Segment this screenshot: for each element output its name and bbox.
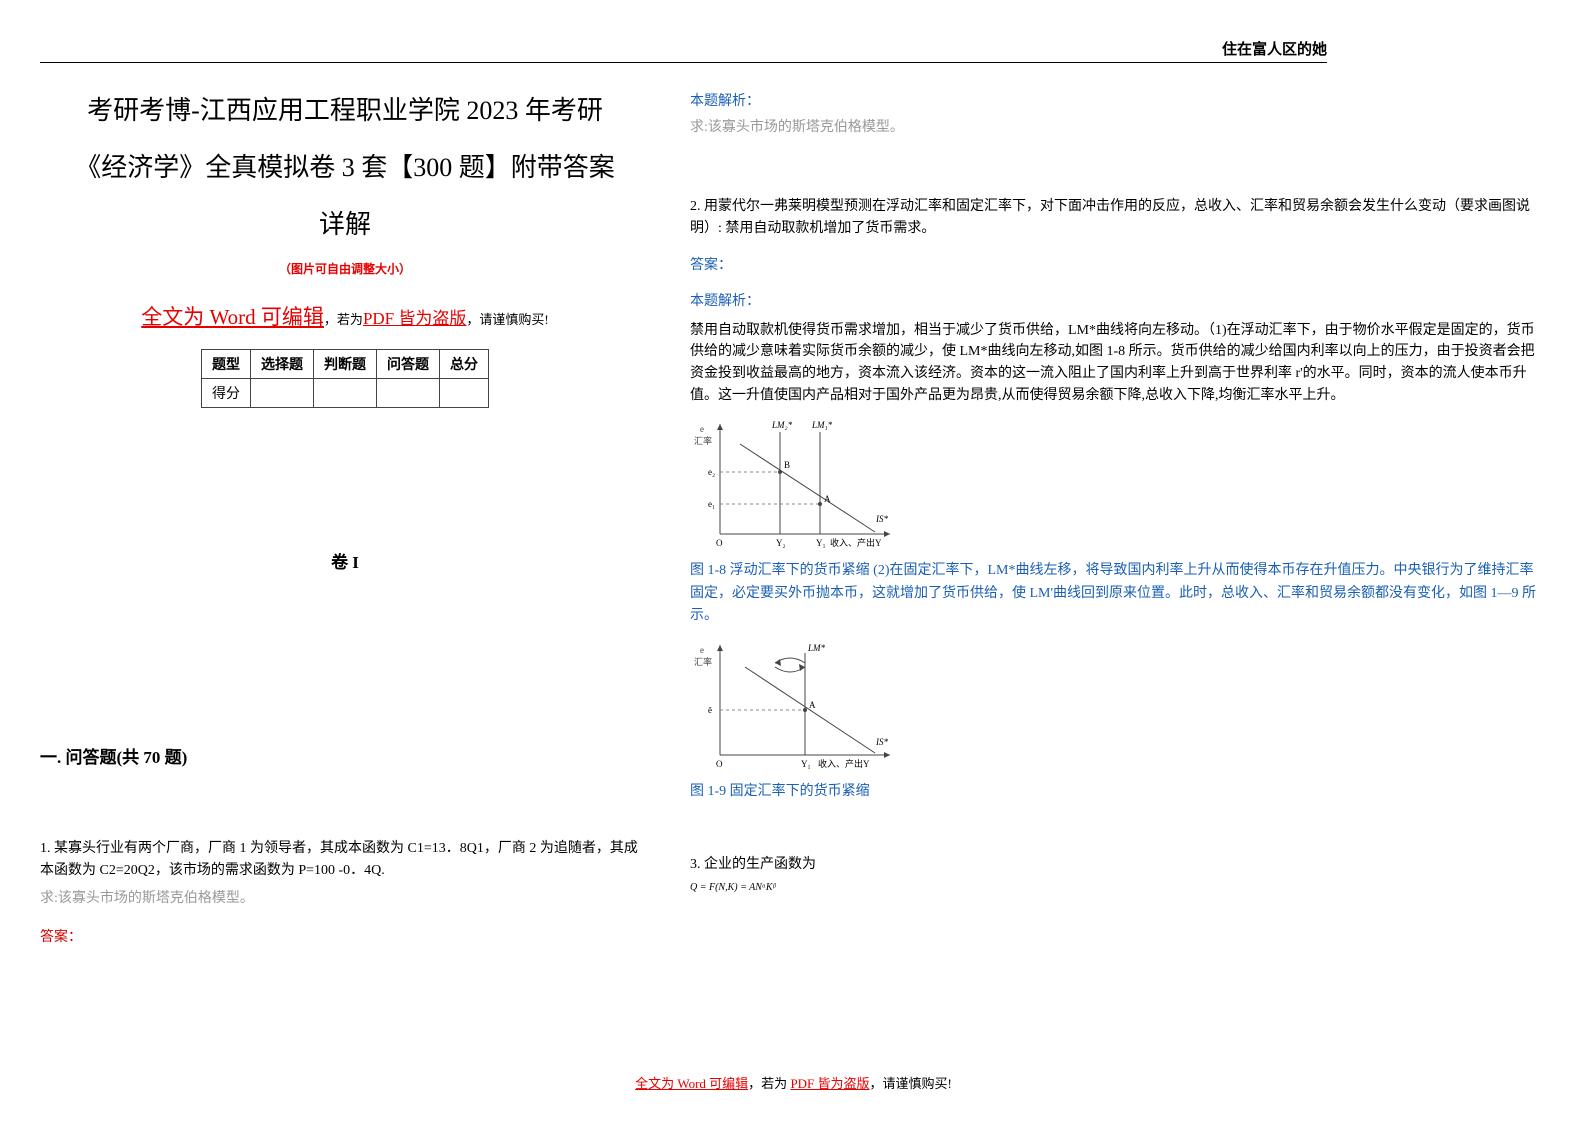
title-line3: 详解	[40, 196, 650, 253]
editable-part1: 全文为 Word 可编辑	[141, 305, 324, 329]
th-judge: 判断题	[314, 349, 377, 378]
svg-text:LM₂*: LM₂*	[771, 420, 793, 430]
svg-text:Y₁: Y₁	[816, 538, 826, 548]
q1-parse-text: 求:该寡头市场的斯塔克伯格模型。	[690, 116, 1547, 136]
svg-text:A: A	[824, 494, 831, 504]
q1-text: 1. 某寡头行业有两个厂商，厂商 1 为领导者，其成本函数为 C1=13．8Q1…	[40, 838, 650, 883]
section-1-heading: 一. 问答题(共 70 题)	[40, 743, 650, 768]
right-column: 本题解析： 求:该寡头市场的斯塔克伯格模型。 2. 用蒙代尔一弗莱明模型预测在浮…	[680, 62, 1547, 1062]
editable-part2: ，若为	[324, 312, 363, 327]
q3-formula: Q = F(N,K) = ANᵅKᵝ	[690, 880, 1547, 896]
q1-answer-label: 答案：	[40, 927, 650, 949]
svg-text:O: O	[716, 759, 723, 769]
question-2: 2. 用蒙代尔一弗莱明模型预测在浮动汇率和固定汇率下，对下面冲击作用的反应，总收…	[690, 196, 1547, 804]
th-qa: 问答题	[377, 349, 440, 378]
svg-text:Y₁: Y₁	[801, 759, 811, 769]
fig1-caption: 图 1-8 浮动汇率下的货币紧缩 (2)在固定汇率下，LM*曲线左移，将导致国内…	[690, 560, 1547, 627]
q3-text: 3. 企业的生产函数为	[690, 854, 1547, 876]
juan-label: 卷 I	[40, 548, 650, 573]
title-line1: 考研考博-江西应用工程职业学院 2023 年考研	[40, 82, 650, 139]
table-header-row: 题型 选择题 判断题 问答题 总分	[202, 349, 489, 378]
svg-text:e₂: e₂	[708, 467, 715, 477]
th-choice: 选择题	[251, 349, 314, 378]
title-line2: 《经济学》全真模拟卷 3 套【300 题】附带答案	[40, 139, 650, 196]
svg-text:汇率: 汇率	[694, 435, 712, 446]
svg-text:O: O	[716, 538, 723, 548]
svg-text:e₁: e₁	[708, 499, 715, 509]
footer-part1: 全文为 Word 可编辑	[635, 1076, 748, 1091]
header-owner: 住在富人区的她	[1222, 38, 1327, 59]
footer-part4: ，请谨慎购买!	[870, 1076, 952, 1091]
td-judge	[314, 378, 377, 407]
q2-parse-body: 禁用自动取款机使得货币需求增加，相当于减少了货币供给，LM*曲线将向左移动。（1…	[690, 320, 1547, 407]
svg-text:B: B	[784, 460, 790, 470]
td-total	[440, 378, 489, 407]
td-choice	[251, 378, 314, 407]
th-type: 题型	[202, 349, 251, 378]
doc-title: 考研考博-江西应用工程职业学院 2023 年考研 《经济学》全真模拟卷 3 套【…	[40, 82, 650, 254]
q1-parse-label: 本题解析：	[690, 90, 1547, 110]
q1-sub: 求:该寡头市场的斯塔克伯格模型。	[40, 888, 650, 910]
editable-part4: ，请谨慎购买!	[466, 312, 548, 327]
td-label: 得分	[202, 378, 251, 407]
svg-text:ē: ē	[708, 705, 712, 715]
fig2-caption: 图 1-9 固定汇率下的货币紧缩	[690, 781, 1547, 803]
editable-notice: 全文为 Word 可编辑，若为PDF 皆为盗版，请谨慎购买!	[40, 301, 650, 331]
page-footer: 全文为 Word 可编辑，若为 PDF 皆为盗版，请谨慎购买!	[0, 1073, 1587, 1092]
editable-part3: PDF 皆为盗版	[363, 309, 466, 328]
left-column: 考研考博-江西应用工程职业学院 2023 年考研 《经济学》全真模拟卷 3 套【…	[40, 62, 680, 1062]
svg-text:IS*: IS*	[875, 737, 888, 747]
q2-answer-label: 答案：	[690, 255, 1547, 277]
svg-text:Y₂: Y₂	[776, 538, 786, 548]
footer-part2: ，若为	[748, 1076, 790, 1091]
footer-part3: PDF 皆为盗版	[790, 1076, 869, 1091]
svg-text:IS*: IS*	[875, 514, 888, 524]
figure-1-8: e 汇率 LM₂* LM₁* IS* e₁ e₂ A B O Y₂ Y₁ 收入、…	[690, 414, 900, 554]
table-score-row: 得分	[202, 378, 489, 407]
question-1: 1. 某寡头行业有两个厂商，厂商 1 为领导者，其成本函数为 C1=13．8Q1…	[40, 838, 650, 950]
svg-text:LM*: LM*	[807, 643, 826, 653]
figure-1-9: e 汇率 LM* IS* ē A O Y₁ 收入、产出Y	[690, 635, 900, 775]
svg-text:e: e	[700, 424, 704, 434]
svg-text:LM₁*: LM₁*	[811, 420, 833, 430]
q2-text: 2. 用蒙代尔一弗莱明模型预测在浮动汇率和固定汇率下，对下面冲击作用的反应，总收…	[690, 196, 1547, 241]
question-3: 3. 企业的生产函数为 Q = F(N,K) = ANᵅKᵝ	[690, 854, 1547, 896]
score-table: 题型 选择题 判断题 问答题 总分 得分	[201, 349, 489, 408]
th-total: 总分	[440, 349, 489, 378]
svg-text:收入、产出Y: 收入、产出Y	[830, 537, 882, 548]
svg-text:收入、产出Y: 收入、产出Y	[818, 758, 870, 769]
svg-text:汇率: 汇率	[694, 656, 712, 667]
svg-text:A: A	[809, 700, 816, 710]
page-columns: 考研考博-江西应用工程职业学院 2023 年考研 《经济学》全真模拟卷 3 套【…	[40, 62, 1547, 1062]
td-qa	[377, 378, 440, 407]
svg-text:e: e	[700, 645, 704, 655]
title-subnote: （图片可自由调整大小）	[40, 260, 650, 277]
q2-parse-label: 本题解析：	[690, 291, 1547, 313]
